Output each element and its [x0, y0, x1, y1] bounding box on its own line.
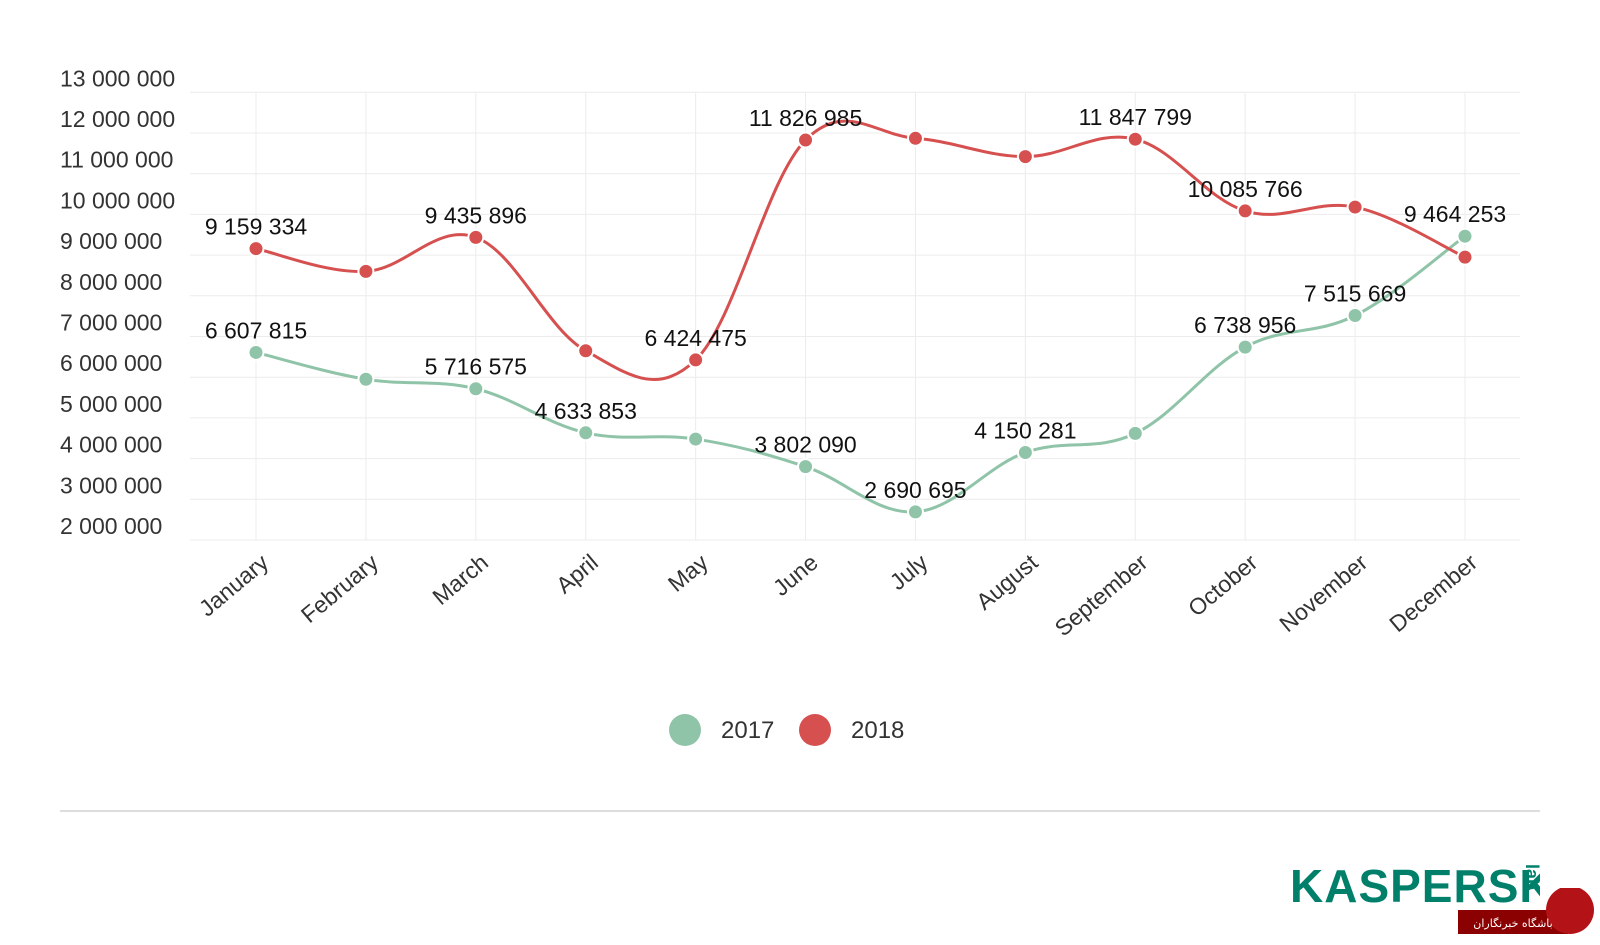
x-tick-label: February — [296, 549, 384, 628]
data-label-2018: 9 159 334 — [205, 214, 308, 240]
legend: 2017 2018 — [669, 714, 904, 746]
x-tick-label: March — [427, 549, 493, 610]
line-chart: 13 000 000 12 000 000 11 000 000 10 000 000… — [60, 65, 1520, 746]
data-label-2018: 6 424 475 — [644, 325, 746, 351]
data-point-2017 — [906, 503, 924, 521]
data-label-2017: 3 802 090 — [754, 432, 856, 458]
series-points — [247, 129, 1474, 521]
data-point-2018 — [906, 129, 924, 147]
y-tick-label: 5 000 000 — [60, 391, 162, 417]
kaspersky-logo: KASPERSKY lab — [1290, 850, 1584, 920]
data-point-2018 — [1126, 130, 1144, 148]
data-label-2018: 11 847 799 — [1079, 104, 1192, 130]
x-tick-label: August — [971, 549, 1043, 615]
data-point-2018 — [1236, 202, 1254, 220]
x-tick-label: May — [663, 549, 713, 597]
data-point-2017 — [247, 343, 265, 361]
y-tick-label: 11 000 000 — [60, 147, 173, 173]
data-label-2018: 9 435 896 — [425, 202, 527, 228]
y-tick-label: 4 000 000 — [60, 432, 162, 458]
legend-label-2017: 2017 — [721, 717, 774, 744]
data-label-2017: 7 515 669 — [1304, 281, 1406, 307]
x-tick-label: January — [194, 549, 274, 622]
data-label-2018: 11 826 985 — [749, 105, 862, 131]
x-tick-label: September — [1050, 549, 1153, 641]
legend-marker-2018 — [799, 714, 831, 746]
data-point-2017 — [1236, 338, 1254, 356]
data-point-2017 — [1126, 424, 1144, 442]
y-tick-label: 3 000 000 — [60, 472, 162, 498]
y-axis: 13 000 000 12 000 000 11 000 000 10 000 000… — [60, 65, 175, 539]
y-tick-label: 10 000 000 — [60, 187, 175, 213]
watermark-text: باشگاه خبرنگاران — [1473, 917, 1552, 930]
data-point-2018 — [577, 342, 595, 360]
y-tick-label: 7 000 000 — [60, 310, 162, 336]
y-tick-label: 9 000 000 — [60, 228, 162, 254]
data-label-2017: 4 150 281 — [974, 417, 1076, 443]
chart-grid — [190, 91, 1520, 541]
y-tick-label: 2 000 000 — [60, 513, 162, 539]
x-axis: January February March April May June July Augu… — [194, 549, 1483, 642]
data-point-2018 — [467, 228, 485, 246]
y-tick-label: 8 000 000 — [60, 269, 162, 295]
data-point-2018 — [797, 131, 815, 149]
x-tick-label: April — [551, 549, 603, 598]
data-point-2017 — [467, 380, 485, 398]
data-label-2017: 4 633 853 — [535, 398, 637, 424]
data-point-2017 — [1346, 307, 1364, 325]
watermark-emblem-icon — [1546, 886, 1594, 934]
x-tick-label: June — [768, 549, 823, 601]
logo-suffix: lab — [1522, 864, 1540, 890]
data-point-2017 — [357, 370, 375, 388]
y-tick-label: 6 000 000 — [60, 350, 162, 376]
data-point-2018 — [687, 351, 705, 369]
y-tick-label: 13 000 000 — [60, 65, 175, 91]
data-label-2017: 6 738 956 — [1194, 312, 1296, 338]
data-label-2017: 6 607 815 — [205, 317, 307, 343]
data-label-2018: 10 085 766 — [1188, 176, 1303, 202]
data-point-2018 — [1456, 248, 1474, 266]
watermark: باشگاه خبرنگاران — [1458, 886, 1598, 940]
data-labels: 6 607 815 5 716 575 4 633 853 3 802 090 2 69… — [205, 104, 1506, 503]
series-line-2018 — [255, 119, 1466, 381]
data-label-2017: 5 716 575 — [425, 354, 527, 380]
y-tick-label: 12 000 000 — [60, 106, 175, 132]
legend-marker-2017 — [669, 714, 701, 746]
data-point-2018 — [357, 262, 375, 280]
data-point-2018 — [247, 240, 265, 258]
logo-text: KASPERSKY — [1290, 860, 1540, 912]
data-point-2017 — [577, 424, 595, 442]
data-point-2017 — [1016, 443, 1034, 461]
x-tick-label: July — [885, 549, 933, 596]
divider — [60, 810, 1540, 812]
x-tick-label: October — [1183, 549, 1263, 622]
data-label-2017: 2 690 695 — [864, 477, 966, 503]
data-point-2017 — [687, 430, 705, 448]
x-tick-label: December — [1384, 549, 1482, 637]
data-point-2017 — [797, 458, 815, 476]
data-point-2018 — [1346, 198, 1364, 216]
legend-label-2018: 2018 — [851, 717, 904, 744]
data-point-2017 — [1456, 227, 1474, 245]
data-label-2017: 9 464 253 — [1404, 201, 1506, 227]
data-point-2018 — [1016, 148, 1034, 166]
x-tick-label: November — [1274, 549, 1372, 637]
